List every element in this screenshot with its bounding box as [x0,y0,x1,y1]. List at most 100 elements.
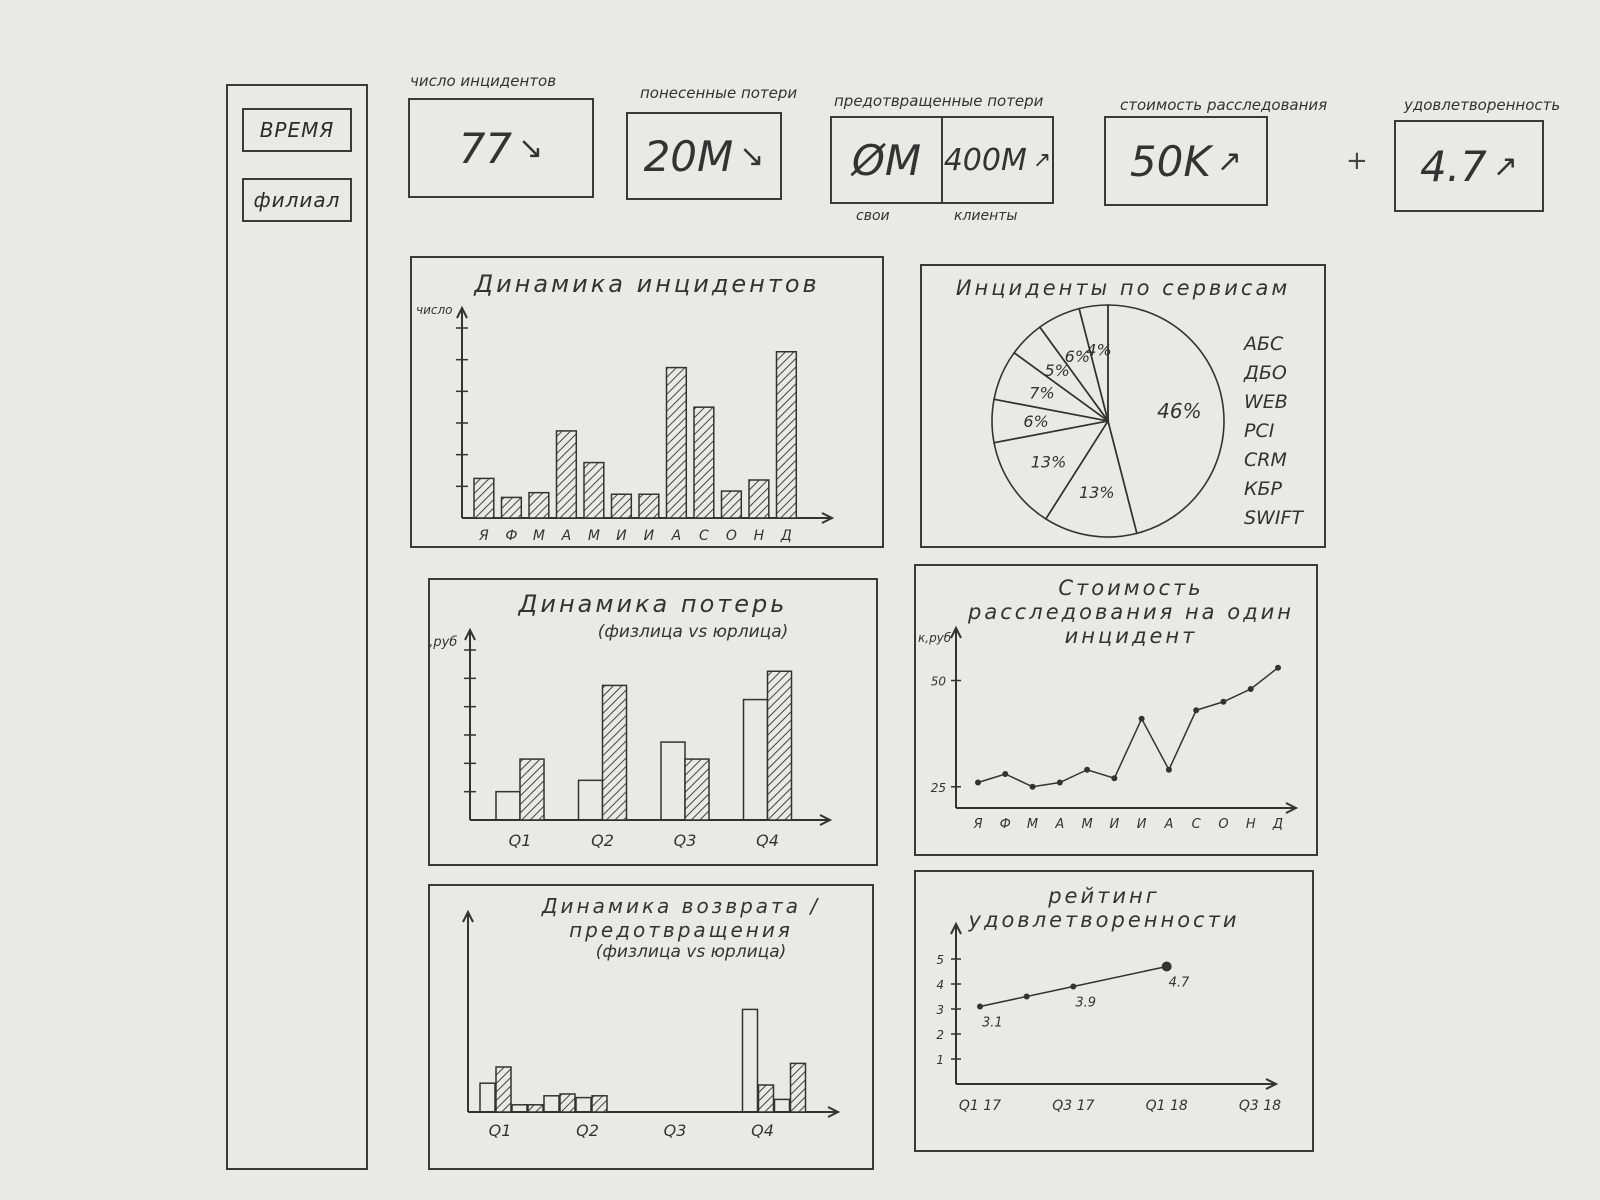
incidents-x-tick: И [644,528,655,544]
cost-y-arrow [950,625,962,639]
cost-point [1275,664,1281,671]
incidents-bar [720,490,743,519]
satisfaction-x-tick: Q1 17 [959,1098,1001,1114]
losses-bar [660,741,686,821]
pie-slice [991,398,1109,444]
losses-bar [577,779,604,821]
pie-slice [1107,304,1225,535]
incidents-x-tick: Н [754,528,765,544]
incidents-x-tick: М [588,528,600,544]
satisfaction-line-chart: 1 2 3 4 5 3.1 3.9 4.7 Q1 17 Q3 17 Q1 18 Q3 18 [936,921,1281,1114]
pie-legend-item: SWIFT [1244,507,1304,529]
incidents-dynamics-panel: Динамика инцидентов число Я Ф М А М И И А С О Н Д [410,256,884,548]
returns-x-tick: Q3 [664,1121,687,1140]
cost-x-tick: Н [1246,817,1256,832]
losses-panel: Динамика потерь (физлица vs юрлица) М,ру… [428,578,878,866]
pie-slice-label: 6% [1065,347,1090,366]
returns-bar [495,1066,512,1113]
returns-bar [511,1104,528,1113]
losses-bar-chart: М,руб Q1 Q2 Q3 Q4 [430,627,833,850]
time-filter-button[interactable]: ВРЕМЯ [242,108,352,152]
cost-x-tick: Ф [1000,817,1011,832]
incidents-y-arrow [456,305,468,319]
returns-bar [773,1098,791,1113]
branch-filter-button[interactable]: филиал [242,178,352,222]
cost-line-chart: к,руб 25 50 Я Ф М А М И И А С О Н Д [918,625,1299,832]
incidents-bar [500,496,523,519]
satisfaction-data-label: 3.1 [982,1016,1003,1031]
incidents-x-tick: Д [780,528,792,544]
pie-legend-item: КБР [1244,478,1283,500]
cost-y-tick: 50 [931,675,947,689]
plus-separator: + [1346,146,1368,176]
cost-point [1002,771,1009,777]
losses-bar [742,698,769,821]
kpi-prevented-own-value: ØM [851,135,922,185]
incidents-x-tick: С [699,528,709,544]
losses-y-label: М,руб [430,635,457,650]
cost-x-tick: М [1027,817,1038,832]
pie-slice-label: 46% [1157,399,1201,423]
losses-bar [495,790,521,821]
incidents-x-tick: М [533,528,545,544]
incidents-bar [775,351,798,519]
returns-bar-chart: Q1 Q2 Q3 Q4 [462,909,841,1140]
kpi-incidents-label: число инцидентов [410,72,557,90]
incidents-dynamics-title: Динамика инцидентов [474,270,820,298]
losses-subtitle: (физлица vs юрлица) [597,622,789,642]
returns-x-tick: Q2 [576,1121,599,1140]
returns-x-arrow [827,1106,841,1118]
incidents-bar [528,491,550,519]
kpi-cost-card[interactable]: 50K ↗ [1104,116,1268,206]
returns-bar [559,1093,576,1113]
incidents-bar [473,477,495,519]
incidents-bar [555,430,578,519]
kpi-incidents-card[interactable]: 77 ↘ [408,98,594,198]
losses-y-arrow [464,627,476,641]
cost-x-tick: С [1192,817,1202,832]
kpi-prevented-own-label: свои [856,208,890,224]
incidents-bar [665,366,688,519]
incidents-x-tick: Ф [505,528,517,544]
kpi-prevented-card[interactable]: ØM 400M ↗ [830,116,1054,204]
satisfaction-y-tick: 1 [936,1053,944,1067]
services-title: Инциденты по сервисам [955,276,1291,300]
kpi-prevented-clients-value: 400M [943,142,1027,178]
sidebar: ВРЕМЯ филиал [226,84,368,1170]
returns-title: Динамика возврата / предотвращения [541,894,821,942]
returns-bar [757,1084,775,1113]
incidents-bar [610,493,633,519]
pie-slice [993,419,1110,521]
kpi-prevented-clients: 400M ↗ [941,118,1052,202]
kpi-losses-card[interactable]: 20M ↘ [626,112,782,200]
cost-panel: Стоимость расследования на один инцидент… [914,564,1318,856]
satisfaction-point [1161,961,1172,972]
returns-bar [543,1095,560,1113]
trend-up-icon: ↗ [1492,148,1518,184]
pie-slice [1044,419,1138,538]
returns-bar [479,1082,496,1113]
losses-x-arrow [819,814,833,826]
satisfaction-y-tick: 3 [936,1003,944,1017]
cost-point [1029,783,1036,790]
kpi-prevented-label: предотвращенные потери [834,92,1044,110]
losses-bar [684,758,710,821]
cost-y-label: к,руб [918,631,952,645]
pie-legend-item: АБС [1242,333,1284,355]
cost-point [1111,775,1118,782]
pie-legend-item: WEB [1244,391,1288,413]
cost-x-tick: О [1218,817,1228,832]
satisfaction-line [979,965,1167,1008]
pie-slice-label: 6% [1023,412,1048,431]
trend-down-icon: ↘ [739,138,765,174]
satisfaction-data-label: 4.7 [1169,976,1190,991]
kpi-satisfaction-card[interactable]: 4.7 ↗ [1394,120,1544,212]
incidents-y-label: число [416,303,453,317]
cost-y-tick: 25 [931,781,946,795]
pie-slice-label: 5% [1044,361,1069,380]
returns-subtitle: (физлица vs юрлица) [595,942,787,962]
returns-bar [789,1062,807,1113]
trend-up-icon: ↗ [1032,147,1052,173]
returns-panel: Динамика возврата / предотвращения (физл… [428,884,874,1170]
